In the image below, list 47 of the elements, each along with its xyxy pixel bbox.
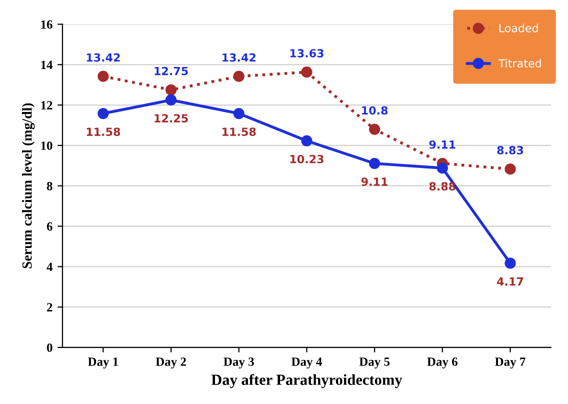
data-label: 10.8 bbox=[362, 106, 388, 115]
y-tick-label: 4 bbox=[46, 262, 53, 271]
point bbox=[233, 108, 244, 120]
data-label: 8.83 bbox=[497, 146, 524, 154]
legend-label: Titrated bbox=[498, 58, 541, 68]
x-tick-label: Day 6 bbox=[427, 358, 458, 368]
data-label: 13.63 bbox=[290, 49, 324, 58]
point bbox=[165, 94, 177, 106]
x-tick-label: Day 5 bbox=[359, 358, 390, 368]
point bbox=[504, 258, 516, 269]
data-label: 8.88 bbox=[429, 182, 456, 191]
point bbox=[98, 108, 109, 120]
x-tick-label: Day 4 bbox=[291, 358, 322, 368]
data-label: 12.25 bbox=[154, 114, 188, 122]
point bbox=[369, 158, 380, 169]
data-label: 13.42 bbox=[222, 53, 256, 62]
data-label: 13.42 bbox=[86, 53, 120, 62]
data-label: 9.11 bbox=[361, 178, 388, 186]
legend-label: Loaded bbox=[499, 24, 538, 32]
data-label: 9.11 bbox=[429, 140, 456, 149]
x-tick-label: Day 2 bbox=[156, 358, 186, 368]
y-tick-label: 10 bbox=[41, 141, 52, 150]
x-axis-title: Day after Parathyroidectomy bbox=[211, 374, 402, 388]
y-tick-label: 0 bbox=[46, 343, 52, 352]
y-axis-title: Serum calcium level (mg/dl) bbox=[22, 103, 35, 268]
data-label: 11.58 bbox=[86, 128, 120, 136]
point bbox=[98, 70, 109, 82]
point bbox=[301, 66, 312, 78]
x-tick-label: Day 3 bbox=[224, 358, 254, 368]
point bbox=[504, 164, 516, 175]
point bbox=[165, 84, 177, 96]
y-tick-label: 12 bbox=[41, 101, 52, 110]
point bbox=[369, 124, 380, 135]
x-tick-label: Day 7 bbox=[495, 358, 526, 368]
data-label: 12.75 bbox=[154, 66, 188, 76]
y-tick-label: 16 bbox=[41, 20, 52, 29]
y-tick-label: 6 bbox=[46, 222, 52, 231]
y-tick-label: 8 bbox=[46, 182, 52, 190]
y-tick-label: 14 bbox=[41, 60, 53, 69]
y-tick-label: 2 bbox=[47, 303, 52, 312]
data-label: 10.23 bbox=[290, 154, 324, 164]
data-label: 11.58 bbox=[222, 128, 256, 136]
data-label: 4.17 bbox=[497, 277, 524, 286]
point bbox=[301, 135, 312, 146]
point bbox=[436, 162, 448, 174]
point bbox=[233, 70, 244, 82]
x-tick-label: Day 1 bbox=[88, 358, 118, 368]
